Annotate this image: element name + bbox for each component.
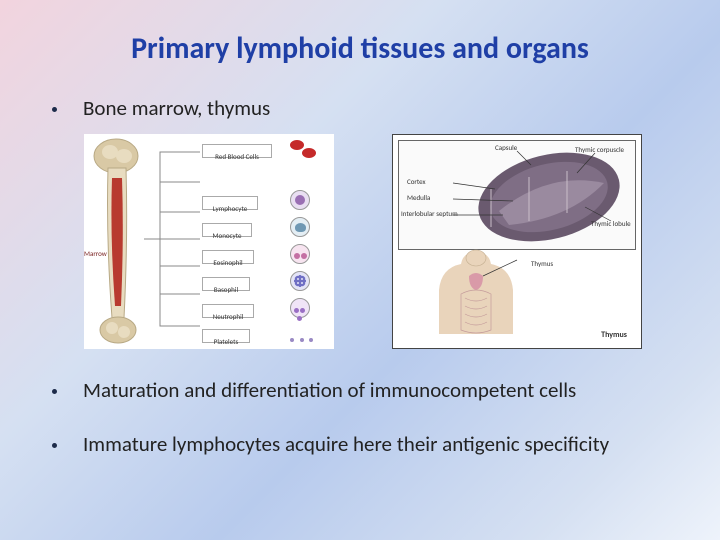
bullet-dot-icon <box>52 443 57 448</box>
bone-bracket-icon <box>142 144 202 339</box>
cell-label: Eosinophil <box>213 258 242 267</box>
cell-label: Neutrophil <box>213 312 244 321</box>
thymus-label: Medulla <box>407 193 430 202</box>
cell-label: Basophil <box>214 285 238 294</box>
cell-label-box: Monocyte <box>202 223 252 237</box>
basophil-icon <box>290 271 310 291</box>
cell-label-box: Red Blood Cells <box>202 144 272 158</box>
thymus-pointer-label: Thymus <box>531 259 553 268</box>
thymus-label: Thymic lobule <box>591 219 631 228</box>
thymus-figure: Capsule Thymic corpuscle Cortex Medulla … <box>392 134 642 349</box>
bullet-dot-icon <box>52 389 57 394</box>
bullet-item: Immature lymphocytes acquire here their … <box>50 431 670 458</box>
cell-label: Red Blood Cells <box>215 152 259 161</box>
bullet-text: Immature lymphocytes acquire here their … <box>83 431 609 458</box>
lymphocyte-icon <box>290 190 310 210</box>
cell-label-box: Neutrophil <box>202 304 254 318</box>
bullet-item: Maturation and differentiation of immuno… <box>50 377 670 404</box>
cell-label-box: Platelets <box>202 329 250 343</box>
cell-label-box: Eosinophil <box>202 250 254 264</box>
femur-bone-icon <box>90 138 148 344</box>
bullet-dot-icon <box>52 107 57 112</box>
figure-row: Marrow Red Blood Cells Lymphocyte Monocy… <box>84 134 670 349</box>
bone-marrow-figure: Marrow Red Blood Cells Lymphocyte Monocy… <box>84 134 334 349</box>
cell-label-box: Basophil <box>202 277 250 291</box>
thymus-label: Interlobular septum <box>401 209 458 218</box>
thymus-label: Cortex <box>407 177 426 186</box>
bullet-item: Bone marrow, thymus <box>50 95 670 122</box>
thymus-label: Thymic corpuscle <box>575 145 624 154</box>
marrow-label: Marrow <box>84 249 107 258</box>
cell-label: Platelets <box>214 337 238 346</box>
lower-bullet-group: Maturation and differentiation of immuno… <box>50 377 670 458</box>
eosinophil-icon <box>290 244 310 264</box>
rbc-icon <box>302 148 316 158</box>
cell-label-box: Lymphocyte <box>202 196 258 210</box>
cell-label: Monocyte <box>213 231 242 240</box>
bullet-text: Maturation and differentiation of immuno… <box>83 377 576 404</box>
thymus-label: Capsule <box>495 143 517 152</box>
bullet-text: Bone marrow, thymus <box>83 95 270 122</box>
rbc-icon <box>290 140 304 150</box>
platelet-icon <box>290 328 313 347</box>
cell-label: Lymphocyte <box>213 204 247 213</box>
slide-title: Primary lymphoid tissues and organs <box>50 30 670 67</box>
monocyte-icon <box>290 217 310 237</box>
torso-diagram <box>421 246 531 338</box>
torso-icon <box>421 246 531 338</box>
thymus-organ-box: Capsule Thymic corpuscle Cortex Medulla … <box>398 140 636 250</box>
neutrophil-icon <box>290 298 310 318</box>
thymus-caption: Thymus <box>601 330 627 340</box>
thymus-organ-icon <box>399 141 637 249</box>
